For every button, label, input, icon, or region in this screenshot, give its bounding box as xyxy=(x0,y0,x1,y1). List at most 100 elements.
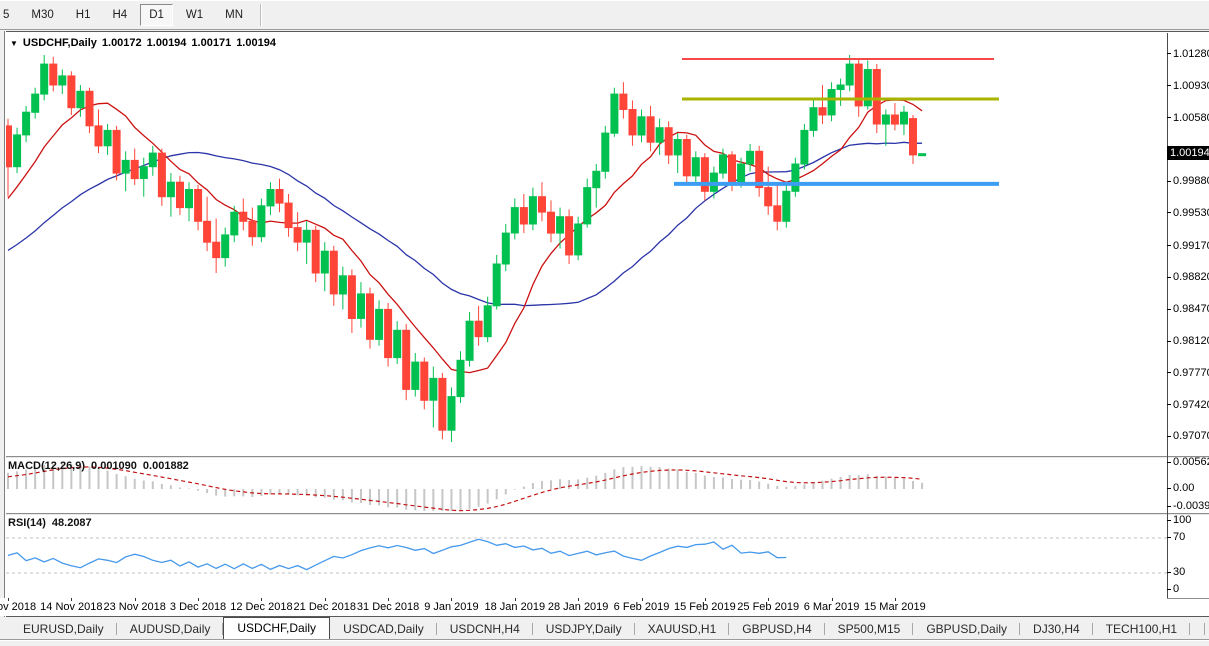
candle-body-bull xyxy=(719,154,727,174)
axis-tick xyxy=(1167,117,1171,119)
pane-separator-rsi[interactable] xyxy=(0,513,1209,516)
candle-body-bear xyxy=(157,152,166,198)
axis-tick xyxy=(1167,372,1171,374)
candle-body-bull xyxy=(338,275,347,295)
rsi-line xyxy=(7,538,787,571)
date-label: 6 Feb 2019 xyxy=(613,601,670,613)
rsi-axis-label: 100 xyxy=(1167,514,1209,526)
chart-dropdown-icon[interactable]: ▼ xyxy=(10,38,18,48)
price-axis-label: 0.97770 xyxy=(1167,367,1209,379)
axis-tick xyxy=(1167,461,1171,463)
axis-tick xyxy=(1167,571,1171,573)
tab-xauusd-h1[interactable]: XAUUSD,H1 xyxy=(635,619,730,639)
candle-body-bull xyxy=(357,293,365,319)
candle-body-bear xyxy=(420,361,429,401)
date-label: 15 Mar 2019 xyxy=(864,601,926,613)
tab-audusd-daily[interactable]: AUDUSD,Daily xyxy=(117,619,224,639)
timeframe-button-h4[interactable]: H4 xyxy=(112,8,128,21)
macd-canvas[interactable] xyxy=(0,459,1167,513)
axis-tick xyxy=(1167,519,1171,521)
price-chart-canvas[interactable] xyxy=(0,34,1167,456)
tab-ukc[interactable]: UKC xyxy=(1190,619,1206,639)
candle-body-bull xyxy=(266,189,275,207)
tab-usdjpy-daily[interactable]: USDJPY,Daily xyxy=(533,619,635,639)
macd-pane[interactable] xyxy=(0,459,1167,513)
price-axis-label: 1.00930 xyxy=(1167,80,1209,92)
tab-usdchf-daily[interactable]: USDCHF,Daily xyxy=(223,617,331,639)
rsi-name: RSI(14) xyxy=(8,517,46,529)
chart-title: ▼ USDCHF,Daily 1.00172 1.00194 1.00171 1… xyxy=(10,37,276,49)
timeframe-button-d1[interactable]: D1 xyxy=(140,3,173,26)
candle-body-bull xyxy=(447,396,456,431)
timeframe-button-w1[interactable]: W1 xyxy=(185,8,204,21)
candle-body-bull xyxy=(510,207,519,234)
candle-body-bear xyxy=(854,63,863,107)
axis-tick xyxy=(1167,435,1171,437)
date-label: 12 Dec 2018 xyxy=(230,601,293,613)
candle-body-bull xyxy=(139,166,148,179)
candle-body-bull xyxy=(501,232,510,265)
timeframe-button-m30[interactable]: M30 xyxy=(31,8,54,21)
macd-axis-label: 0.00 xyxy=(1167,482,1209,494)
current-price-badge: 1.00194 xyxy=(1167,145,1209,160)
date-label: 9 Jan 2019 xyxy=(424,601,479,613)
candle-body-bull xyxy=(22,111,31,136)
candle-body-bull xyxy=(791,163,800,192)
candle-body-bull xyxy=(40,63,49,95)
macd-axis-label: 0.005629 xyxy=(1167,456,1209,468)
rsi-pane[interactable] xyxy=(0,516,1167,598)
ohlc-open: 1.00172 xyxy=(101,37,142,49)
candle-body-bear xyxy=(664,127,673,156)
candle-body-bear xyxy=(275,189,284,204)
date-label: 18 Jan 2019 xyxy=(484,601,546,613)
rsi-label: RSI(14) 48.2087 xyxy=(8,517,92,529)
tab-bar-strip xyxy=(0,639,1209,646)
tab-sp500-m15[interactable]: SP500,M15 xyxy=(825,619,914,639)
price-chart-pane[interactable] xyxy=(0,34,1167,456)
candle-body-bull xyxy=(456,359,465,398)
rsi-canvas[interactable] xyxy=(0,516,1167,598)
candle-body-bear xyxy=(755,150,764,189)
date-tick xyxy=(71,598,73,601)
price-axis-label: 0.99530 xyxy=(1167,207,1209,219)
tab-gbpusd-daily[interactable]: GBPUSD,Daily xyxy=(913,619,1020,639)
timeframe-button-5[interactable]: 5 xyxy=(3,8,10,21)
ohlc-close: 1.00194 xyxy=(236,37,276,49)
candle-body-bull xyxy=(556,216,565,234)
candle-body-bear xyxy=(519,207,528,225)
candle-body-bear xyxy=(212,241,221,259)
candle-body-bear xyxy=(366,293,374,340)
tab-tech100-h1[interactable]: TECH100,H1 xyxy=(1093,619,1191,639)
timeframe-button-mn[interactable]: MN xyxy=(225,8,244,21)
axis-tick xyxy=(1167,85,1171,87)
candle-body-bull xyxy=(76,90,85,109)
timeframe-button-h1[interactable]: H1 xyxy=(75,8,91,21)
date-label: 3 Dec 2018 xyxy=(169,601,227,613)
candle-body-bear xyxy=(194,189,203,222)
tab-usdcnh-h4[interactable]: USDCNH,H4 xyxy=(437,619,533,639)
axis-tick xyxy=(1167,536,1171,538)
candle-body-bear xyxy=(890,114,899,125)
candle-body-bear xyxy=(284,202,293,229)
candle-body-bear xyxy=(293,227,302,243)
axis-tick xyxy=(1167,53,1171,55)
pane-separator-macd[interactable] xyxy=(0,456,1209,459)
axis-tick xyxy=(1167,276,1171,278)
candle-body-bear xyxy=(94,125,103,147)
tab-usdcad-daily[interactable]: USDCAD,Daily xyxy=(330,619,437,639)
candle-body-bull xyxy=(737,163,746,183)
candle-body-bear xyxy=(176,181,184,209)
candle-body-bear xyxy=(700,157,709,192)
date-label: 28 Jan 2019 xyxy=(547,601,609,613)
candle-body-bear xyxy=(538,196,546,213)
candle-body-bull xyxy=(257,205,266,238)
date-tick xyxy=(578,598,580,601)
candle-body-bear xyxy=(872,69,881,125)
candle-body-bear xyxy=(547,211,555,234)
tab-gbpusd-h4[interactable]: GBPUSD,H4 xyxy=(729,619,825,639)
tab-dj30-h4[interactable]: DJ30,H4 xyxy=(1020,619,1093,639)
candle-body-bear xyxy=(619,93,628,110)
tab-eurusd-daily[interactable]: EURUSD,Daily xyxy=(10,619,117,639)
